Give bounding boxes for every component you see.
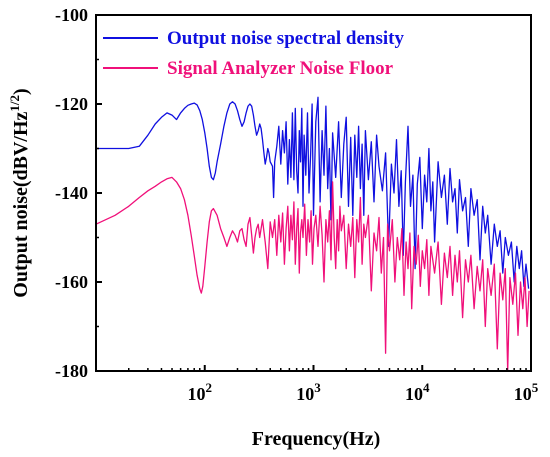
x-tick-label-exponent: 2 — [206, 380, 213, 395]
x-tick-label-exponent: 3 — [314, 380, 321, 395]
y-axis-title-close: ) — [10, 88, 32, 95]
x-tick-label-exponent: 4 — [423, 380, 430, 395]
y-tick-label: -120 — [55, 94, 88, 114]
x-tick-label: 103 — [296, 380, 321, 404]
plot-layer — [95, 96, 530, 372]
x-tick-label-exponent: 5 — [532, 380, 539, 395]
legend-label-analyzer-floor: Signal Analyzer Noise Floor — [167, 58, 394, 79]
x-tick-label-base: 10 — [296, 384, 314, 404]
y-tick-label: -160 — [55, 272, 88, 292]
y-axis-title: Output noise(dBV/Hz1/2) — [7, 88, 32, 297]
y-tick-label: -180 — [55, 361, 88, 381]
x-tick-label: 105 — [514, 380, 539, 404]
x-axis-title: Frequency(Hz) — [252, 428, 381, 450]
legend: Output noise spectral density Signal Ana… — [103, 28, 404, 79]
y-tick-label: -100 — [55, 5, 88, 25]
series-line-1 — [95, 176, 530, 372]
series-line-0 — [96, 96, 530, 289]
x-tick-label: 102 — [188, 380, 213, 404]
y-axis-title-exponent: 1/2 — [7, 95, 22, 112]
x-tick-label-base: 10 — [514, 384, 532, 404]
y-tick-label: -140 — [55, 183, 88, 203]
x-tick-label-base: 10 — [405, 384, 423, 404]
x-tick-label-base: 10 — [188, 384, 206, 404]
y-axis-title-main: Output noise(dBV/Hz — [10, 111, 32, 297]
legend-label-output-noise: Output noise spectral density — [167, 28, 404, 49]
x-tick-label: 104 — [405, 380, 430, 404]
